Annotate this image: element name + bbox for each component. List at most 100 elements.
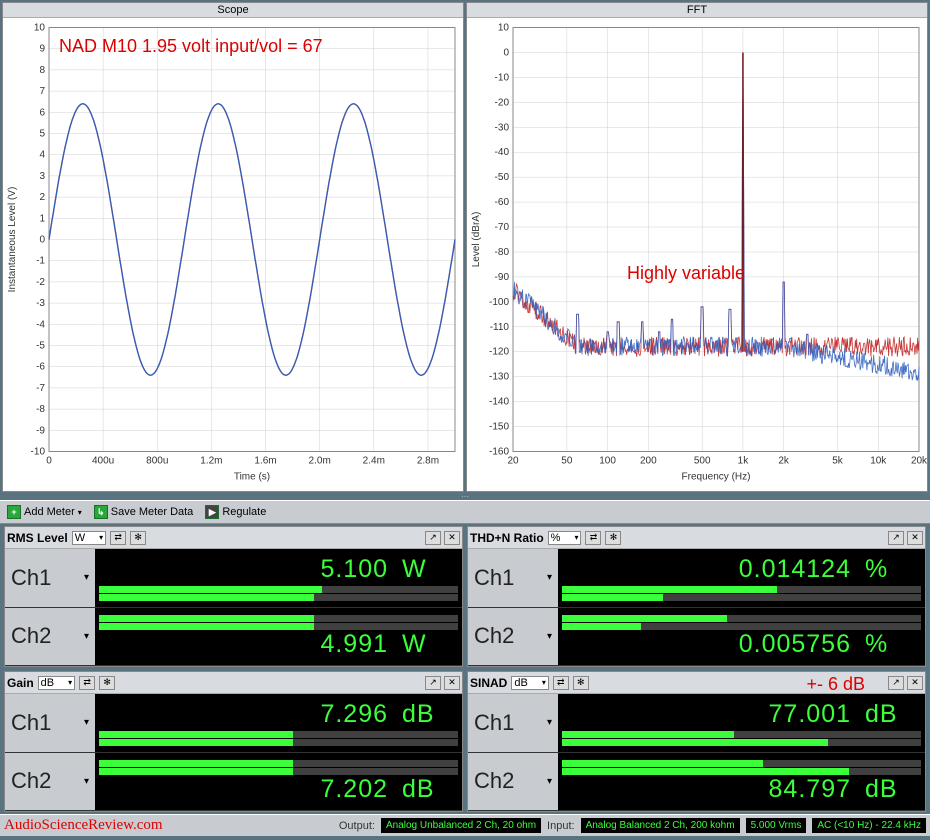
sweep-icon[interactable]: ⇄ bbox=[553, 676, 569, 690]
scope-title: Scope bbox=[3, 3, 463, 18]
svg-text:50: 50 bbox=[561, 456, 573, 467]
input-label: Input: bbox=[547, 820, 575, 832]
rms-unit-select[interactable]: W bbox=[72, 531, 106, 545]
close-icon[interactable]: ✕ bbox=[444, 676, 460, 690]
close-icon[interactable]: ✕ bbox=[907, 676, 923, 690]
vrms-value[interactable]: 5.000 Vrms bbox=[746, 818, 807, 833]
rms-body: Ch1▾ 5.100W Ch2▾ 4.991W bbox=[5, 549, 462, 666]
sweep-icon[interactable]: ⇄ bbox=[110, 531, 126, 545]
sinad-ch1-label[interactable]: Ch1▾ bbox=[468, 694, 558, 752]
meters-grid: RMS Level W ⇄ ✻ ↗ ✕ Ch1▾ 5.100W bbox=[0, 524, 930, 814]
sinad-ch2-unit: dB bbox=[865, 775, 915, 804]
thdn-body: Ch1▾ 0.014124% Ch2▾ 0.005756% bbox=[468, 549, 925, 666]
gain-meter-panel: Gain dB ⇄ ✻ ↗ ✕ Ch1▾ 7.296 dB bbox=[4, 671, 463, 812]
sinad-unit-select[interactable]: dB bbox=[511, 676, 548, 690]
rms-ch2-label[interactable]: Ch2▾ bbox=[5, 608, 95, 666]
svg-text:-90: -90 bbox=[495, 272, 510, 283]
gear-icon[interactable]: ✻ bbox=[130, 531, 146, 545]
svg-text:-150: -150 bbox=[489, 422, 509, 433]
rms-meter-panel: RMS Level W ⇄ ✻ ↗ ✕ Ch1▾ 5.100W bbox=[4, 526, 463, 667]
gear-icon[interactable]: ✻ bbox=[99, 676, 115, 690]
thdn-ch2-row: Ch2▾ 0.005756% bbox=[468, 608, 925, 667]
svg-text:1.2m: 1.2m bbox=[200, 456, 222, 467]
svg-text:2k: 2k bbox=[778, 456, 790, 467]
gain-ch1-label[interactable]: Ch1▾ bbox=[5, 694, 95, 752]
thdn-ch2-label[interactable]: Ch2▾ bbox=[468, 608, 558, 666]
rms-ch2-unit: W bbox=[402, 630, 452, 659]
sinad-ch2-label[interactable]: Ch2▾ bbox=[468, 753, 558, 811]
gain-ch2-label[interactable]: Ch2▾ bbox=[5, 753, 95, 811]
sinad-ch1-unit: dB bbox=[865, 700, 915, 729]
rms-ch1-label[interactable]: Ch1▾ bbox=[5, 549, 95, 607]
thdn-ch1-label[interactable]: Ch1▾ bbox=[468, 549, 558, 607]
plus-icon: + bbox=[7, 505, 21, 519]
sinad-ch2-bars bbox=[562, 760, 921, 775]
svg-text:-100: -100 bbox=[489, 297, 509, 308]
thdn-ch1-bars bbox=[562, 586, 921, 601]
meter-toolbar: + Add Meter ▾ ↳ Save Meter Data ▶ Regula… bbox=[0, 500, 930, 524]
svg-text:200: 200 bbox=[640, 456, 657, 467]
thdn-title: THD+N Ratio bbox=[470, 531, 544, 545]
sinad-ch1-bars bbox=[562, 731, 921, 746]
svg-text:-10: -10 bbox=[31, 447, 46, 458]
gear-icon[interactable]: ✻ bbox=[605, 531, 621, 545]
add-meter-button[interactable]: + Add Meter ▾ bbox=[4, 504, 85, 520]
scope-chart[interactable]: -10-9-8-7-6-5-4-3-2-10123456789100400u80… bbox=[3, 18, 463, 491]
svg-text:-120: -120 bbox=[489, 347, 509, 358]
fft-panel: FFT -160-150-140-130-120-110-100-90-80-7… bbox=[466, 2, 928, 492]
watermark: AudioScienceReview.com bbox=[4, 817, 163, 834]
svg-text:-70: -70 bbox=[495, 222, 510, 233]
sinad-ch2-row: Ch2▾ 84.797dB bbox=[468, 753, 925, 812]
save-meter-label: Save Meter Data bbox=[111, 506, 194, 518]
gain-ch2-row: Ch2▾ 7.202dB bbox=[5, 753, 462, 812]
rms-ch2-value: 4.991 bbox=[320, 630, 388, 658]
rms-ch2-bars bbox=[99, 615, 458, 630]
popout-icon[interactable]: ↗ bbox=[888, 676, 904, 690]
sweep-icon[interactable]: ⇄ bbox=[79, 676, 95, 690]
svg-text:-4: -4 bbox=[36, 319, 45, 330]
sinad-ch1-value: 77.001 bbox=[769, 700, 851, 728]
gain-header: Gain dB ⇄ ✻ ↗ ✕ bbox=[5, 672, 462, 694]
close-icon[interactable]: ✕ bbox=[907, 531, 923, 545]
popout-icon[interactable]: ↗ bbox=[425, 531, 441, 545]
svg-text:-20: -20 bbox=[495, 97, 510, 108]
svg-text:Level (dBrA): Level (dBrA) bbox=[471, 212, 482, 268]
close-icon[interactable]: ✕ bbox=[444, 531, 460, 545]
gain-body: Ch1▾ 7.296dB Ch2▾ 7.202dB bbox=[5, 694, 462, 811]
output-label: Output: bbox=[339, 820, 375, 832]
fft-overlay-text: Highly variable bbox=[627, 263, 745, 284]
save-meter-button[interactable]: ↳ Save Meter Data bbox=[91, 504, 197, 520]
svg-text:-1: -1 bbox=[36, 256, 45, 267]
sinad-ch1-row: Ch1▾ 77.001 dB bbox=[468, 694, 925, 753]
gain-unit-select[interactable]: dB bbox=[38, 676, 75, 690]
svg-text:-160: -160 bbox=[489, 447, 509, 458]
svg-text:-30: -30 bbox=[495, 122, 510, 133]
gain-ch1-value: 7.296 bbox=[320, 700, 388, 728]
output-value[interactable]: Analog Unbalanced 2 Ch, 20 ohm bbox=[381, 818, 541, 833]
svg-text:2.8m: 2.8m bbox=[417, 456, 439, 467]
svg-text:4: 4 bbox=[39, 150, 45, 161]
bandwidth-value[interactable]: AC (<10 Hz) - 22.4 kHz bbox=[812, 818, 926, 833]
sweep-icon[interactable]: ⇄ bbox=[585, 531, 601, 545]
regulate-button[interactable]: ▶ Regulate bbox=[202, 504, 269, 520]
popout-icon[interactable]: ↗ bbox=[425, 676, 441, 690]
fft-title: FFT bbox=[467, 3, 927, 18]
svg-text:100: 100 bbox=[599, 456, 616, 467]
thdn-ch1-value: 0.014124 bbox=[739, 555, 851, 583]
thdn-unit-select[interactable]: % bbox=[548, 531, 582, 545]
input-value[interactable]: Analog Balanced 2 Ch, 200 kohm bbox=[581, 818, 740, 833]
gear-icon[interactable]: ✻ bbox=[573, 676, 589, 690]
svg-text:5: 5 bbox=[39, 129, 45, 140]
scope-overlay-text: NAD M10 1.95 volt input/vol = 67 bbox=[59, 36, 323, 57]
thdn-ch2-value: 0.005756 bbox=[739, 630, 851, 658]
rms-ch1-value: 5.100 bbox=[320, 555, 388, 583]
svg-text:Instantaneous Level (V): Instantaneous Level (V) bbox=[7, 187, 18, 293]
svg-text:-80: -80 bbox=[495, 247, 510, 258]
sinad-body: Ch1▾ 77.001 dB Ch2▾ 84.797dB bbox=[468, 694, 925, 811]
popout-icon[interactable]: ↗ bbox=[888, 531, 904, 545]
svg-text:500: 500 bbox=[694, 456, 711, 467]
chart-panels: Scope -10-9-8-7-6-5-4-3-2-10123456789100… bbox=[0, 0, 930, 494]
export-icon: ↳ bbox=[94, 505, 108, 519]
fft-chart[interactable]: -160-150-140-130-120-110-100-90-80-70-60… bbox=[467, 18, 927, 491]
svg-text:800u: 800u bbox=[146, 456, 168, 467]
